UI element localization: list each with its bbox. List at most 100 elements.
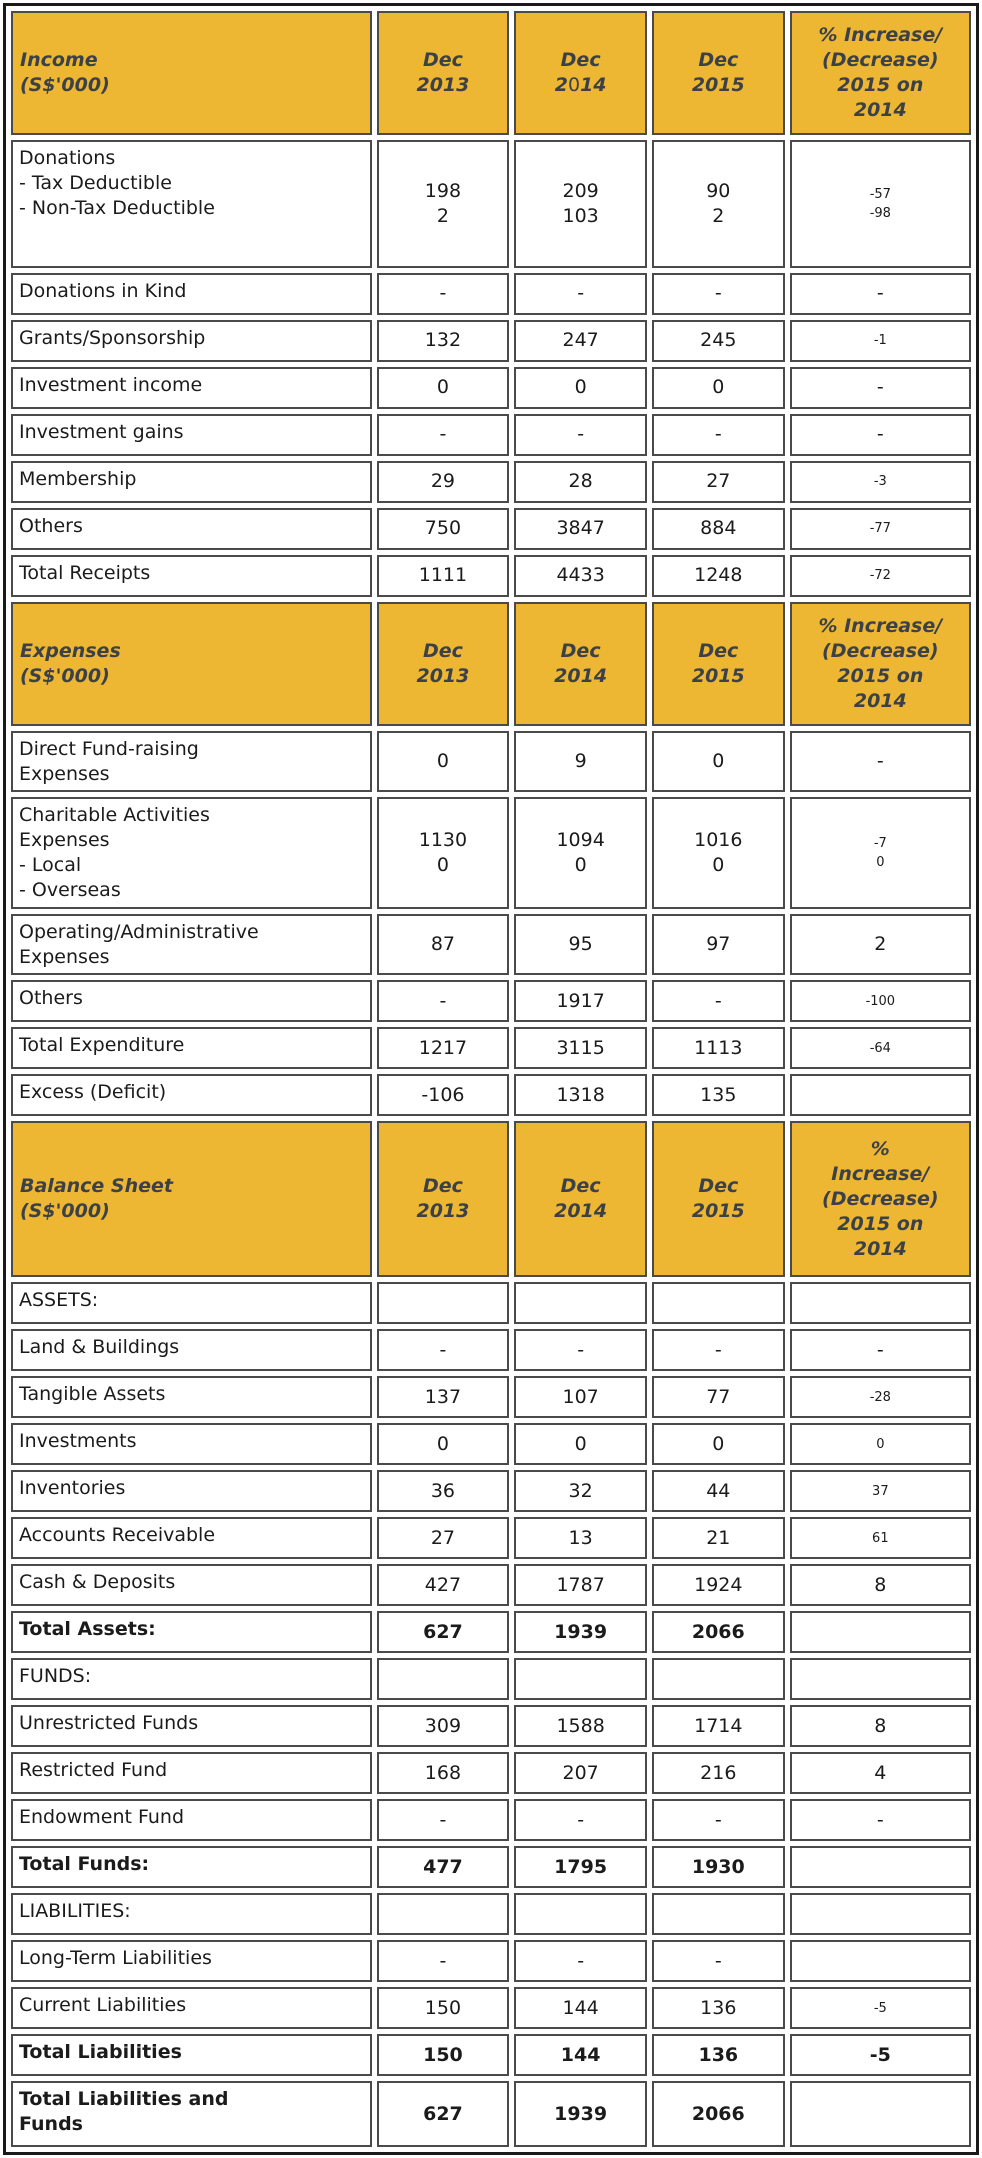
value-pct-change: 8 xyxy=(789,1705,971,1748)
table-row-balance-9: Unrestricted Funds 309 1588 1714 8 xyxy=(11,1705,971,1748)
value-pct-change: -5 xyxy=(789,1987,971,2030)
row-label: Land & Buildings xyxy=(11,1329,372,1372)
value-dec-2015: 136 xyxy=(651,1987,785,2030)
value-dec-2015: 2066 xyxy=(651,1611,785,1654)
value-dec-2015: - xyxy=(651,1329,785,1372)
col-header-dec-2013: Dec 2013 xyxy=(376,602,510,726)
table-row-balance-0: ASSETS: xyxy=(11,1282,971,1325)
value-pct-change: -72 xyxy=(789,555,971,597)
value-dec-2014: 144 xyxy=(514,1987,647,2030)
value-pct-change: 2 xyxy=(789,914,971,976)
col-header-dec-2014: Dec 2014 xyxy=(514,11,647,135)
row-label: Operating/Administrative Expenses xyxy=(11,914,372,976)
financial-summary-table: Income (S$'000) Dec 2013 Dec 2014 Dec 2015%… xyxy=(3,3,979,2156)
table-row-income-7: Total Receipts 1111 4433 1248 -72 xyxy=(11,555,971,597)
value-dec-2013: 27 xyxy=(376,1517,510,1560)
value-dec-2014: 3115 xyxy=(514,1027,647,1070)
row-label: Investment gains xyxy=(11,414,372,456)
value-pct-change: - xyxy=(789,414,971,456)
value-dec-2015: 0 xyxy=(651,367,785,409)
row-label: ASSETS: xyxy=(11,1282,372,1325)
value-dec-2015: 1248 xyxy=(651,555,785,597)
value-dec-2014: - xyxy=(514,273,647,315)
table-row-balance-13: LIABILITIES: xyxy=(11,1893,971,1936)
value-dec-2014: - xyxy=(514,414,647,456)
value-dec-2014: 1939 xyxy=(514,1611,647,1654)
value-dec-2015: 136 xyxy=(651,2034,785,2077)
table-row-balance-3: Investments 0 0 0 0 xyxy=(11,1423,971,1466)
value-dec-2015: 97 xyxy=(651,914,785,976)
value-dec-2013: 0 xyxy=(376,731,510,793)
value-pct-change xyxy=(789,1282,971,1325)
table-row-balance-5: Accounts Receivable 27 13 21 61 xyxy=(11,1517,971,1560)
value-dec-2014 xyxy=(514,1658,647,1701)
value-pct-change xyxy=(789,1940,971,1983)
value-pct-change xyxy=(789,2081,971,2148)
value-dec-2015: 27 xyxy=(651,461,785,503)
table-row-balance-15: Current Liabilities 150 144 136 -5 xyxy=(11,1987,971,2030)
value-dec-2014: 1094 0 xyxy=(514,797,647,910)
value-dec-2013: 137 xyxy=(376,1376,510,1419)
value-dec-2014: 144 xyxy=(514,2034,647,2077)
value-pct-change: 37 xyxy=(789,1470,971,1513)
section-title-expenses: Expenses (S$'000) xyxy=(11,602,372,726)
row-label: Total Liabilities and Funds xyxy=(11,2081,372,2148)
table-row-balance-2: Tangible Assets 137 107 77 -28 xyxy=(11,1376,971,1419)
value-pct-change: -1 xyxy=(789,320,971,362)
value-dec-2013: 36 xyxy=(376,1470,510,1513)
table-row-balance-1: Land & Buildings - - - - xyxy=(11,1329,971,1372)
value-dec-2013 xyxy=(376,1893,510,1936)
section-header-row-expenses: Expenses (S$'000) Dec 2013 Dec 2014 Dec 201… xyxy=(11,602,971,726)
col-header-pct-change: % Increase/ (Decrease) 2015 on 2014 xyxy=(789,11,971,135)
table-row-expenses-0: Direct Fund-raising Expenses 0 9 0- xyxy=(11,731,971,793)
col-header-dec-2014: Dec 2014 xyxy=(514,602,647,726)
value-dec-2013: 627 xyxy=(376,2081,510,2148)
row-label: Endowment Fund xyxy=(11,1799,372,1842)
table-row-balance-8: FUNDS: xyxy=(11,1658,971,1701)
col-header-pct-change: % Increase/ (Decrease) 2015 on 2014 xyxy=(789,1121,971,1278)
table-row-expenses-1: Charitable Activities Expenses - Local -… xyxy=(11,797,971,910)
value-dec-2015: 2066 xyxy=(651,2081,785,2148)
value-dec-2013: 477 xyxy=(376,1846,510,1889)
row-label: Excess (Deficit) xyxy=(11,1074,372,1117)
table-row-expenses-5: Excess (Deficit) -106 1318 135 xyxy=(11,1074,971,1117)
value-dec-2014: - xyxy=(514,1940,647,1983)
value-dec-2015: - xyxy=(651,1799,785,1842)
table-row-expenses-4: Total Expenditure 1217 3115 1113 -64 xyxy=(11,1027,971,1070)
value-dec-2013: 132 xyxy=(376,320,510,362)
value-pct-change: -3 xyxy=(789,461,971,503)
value-dec-2015: 1714 xyxy=(651,1705,785,1748)
value-dec-2014: 0 xyxy=(514,367,647,409)
table-row-balance-10: Restricted Fund 168 207 216 4 xyxy=(11,1752,971,1795)
row-label: Direct Fund-raising Expenses xyxy=(11,731,372,793)
value-dec-2013: 1111 xyxy=(376,555,510,597)
value-pct-change xyxy=(789,1611,971,1654)
value-dec-2015: 1016 0 xyxy=(651,797,785,910)
value-dec-2014: 247 xyxy=(514,320,647,362)
value-pct-change: - xyxy=(789,731,971,793)
value-dec-2014 xyxy=(514,1282,647,1325)
value-dec-2013: 1217 xyxy=(376,1027,510,1070)
value-dec-2013: - xyxy=(376,1940,510,1983)
value-dec-2014: - xyxy=(514,1329,647,1372)
value-dec-2015 xyxy=(651,1893,785,1936)
value-dec-2015: 21 xyxy=(651,1517,785,1560)
value-pct-change: - xyxy=(789,273,971,315)
value-dec-2015: 884 xyxy=(651,508,785,550)
value-pct-change: - xyxy=(789,1329,971,1372)
value-dec-2015: 245 xyxy=(651,320,785,362)
row-label: Total Assets: xyxy=(11,1611,372,1654)
value-dec-2015 xyxy=(651,1282,785,1325)
plain-zero-glyph: 0 xyxy=(567,74,581,96)
value-dec-2014: 209 103 xyxy=(514,140,647,268)
value-dec-2014: 13 xyxy=(514,1517,647,1560)
value-dec-2014: 207 xyxy=(514,1752,647,1795)
row-label: Current Liabilities xyxy=(11,1987,372,2030)
row-label: Total Liabilities xyxy=(11,2034,372,2077)
value-pct-change: 8 xyxy=(789,1564,971,1607)
row-label: Tangible Assets xyxy=(11,1376,372,1419)
row-label: Total Expenditure xyxy=(11,1027,372,1070)
value-dec-2013: 150 xyxy=(376,1987,510,2030)
value-dec-2015: 216 xyxy=(651,1752,785,1795)
